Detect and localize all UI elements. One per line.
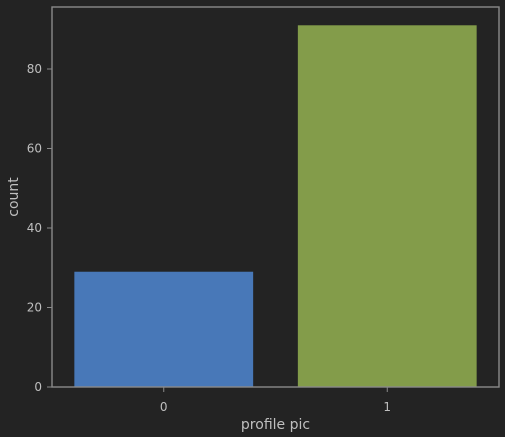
- y-tick-label: 0: [34, 380, 42, 394]
- y-axis-label: count: [6, 177, 22, 217]
- x-tick-label: 0: [160, 400, 168, 414]
- y-tick-label: 20: [27, 301, 42, 315]
- y-tick-label: 80: [27, 62, 42, 76]
- y-tick-label: 40: [27, 221, 42, 235]
- y-tick-label: 60: [27, 142, 42, 156]
- x-axis-label: profile pic: [241, 417, 310, 433]
- x-tick-label: 1: [383, 400, 391, 414]
- bar-0: [74, 271, 254, 387]
- y-axis: 0 20 40 60 80: [27, 62, 52, 394]
- bars-group: [74, 25, 477, 388]
- bar-1: [297, 25, 477, 388]
- plot-frame: [51, 6, 500, 388]
